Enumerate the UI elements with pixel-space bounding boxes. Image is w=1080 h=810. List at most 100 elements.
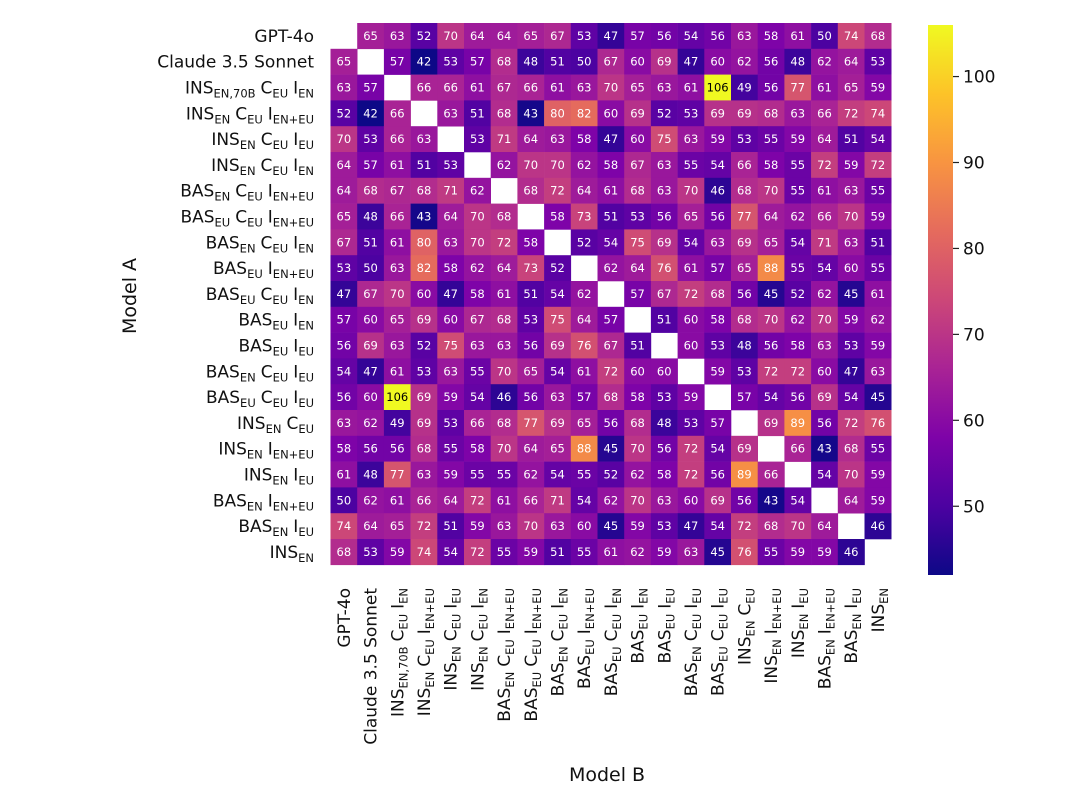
cell-value-label: 72 — [737, 519, 752, 533]
cell-value-label: 60 — [604, 106, 619, 120]
cell-value-label: 53 — [657, 390, 672, 404]
cell-value-label: 63 — [417, 468, 432, 482]
heatmap-cell — [624, 74, 652, 101]
cell-value-label: 62 — [363, 493, 378, 507]
cell-value-label: 60 — [630, 132, 645, 146]
heatmap-cell — [731, 126, 758, 153]
heatmap-cell — [437, 539, 465, 566]
heatmap-cell — [544, 384, 572, 411]
cell-value-label: 55 — [871, 442, 886, 456]
cell-value-label: 68 — [497, 416, 512, 430]
heatmap-cell — [624, 126, 652, 153]
heatmap-cell — [383, 100, 411, 127]
heatmap-cell — [464, 74, 491, 101]
cell-value-label: 72 — [417, 519, 432, 533]
cell-value-label: 62 — [630, 545, 645, 559]
cell-value-label: 45 — [604, 519, 619, 533]
heatmap-cell — [784, 203, 812, 230]
heatmap-cell — [624, 100, 652, 127]
cell-value-label: 63 — [844, 235, 859, 249]
heatmap-cell — [650, 539, 678, 566]
heatmap-cell — [677, 255, 705, 282]
cell-value-label: 63 — [390, 261, 405, 275]
cell-value-label: 72 — [684, 442, 699, 456]
cell-value-label: 47 — [443, 287, 458, 301]
heatmap-cell — [357, 74, 385, 101]
cell-value-label: 80 — [550, 106, 565, 120]
heatmap-cell — [383, 384, 411, 411]
cell-value-label: 59 — [684, 390, 699, 404]
heatmap-cell — [731, 74, 758, 101]
heatmap-cells: 65 63 52 70 64 64 65 67 53 47 57 56 54 56 63 58 61 50 74 68… — [330, 23, 892, 566]
heatmap-cell — [544, 152, 572, 179]
cell-value-label: 66 — [390, 132, 405, 146]
cell-value-label: 61 — [390, 364, 405, 378]
heatmap-cell — [784, 23, 812, 50]
cell-value-label: 69 — [417, 390, 432, 404]
cell-value-label: 61 — [550, 81, 565, 95]
cell-value-label: 54 — [844, 390, 859, 404]
heatmap-cell — [383, 203, 411, 230]
cell-value-label: 58 — [604, 158, 619, 172]
heatmap-cell — [624, 487, 652, 514]
heatmap-cell — [517, 23, 545, 50]
cell-value-label: 53 — [337, 261, 352, 275]
heatmap-cell — [330, 177, 358, 204]
heatmap-cell — [330, 48, 358, 75]
cell-value-label: 62 — [817, 55, 832, 69]
cell-value-label: 63 — [657, 81, 672, 95]
cell-value-label: 72 — [470, 545, 485, 559]
heatmap-cell — [837, 384, 865, 411]
cell-value-label: 60 — [630, 55, 645, 69]
cell-value-label: 59 — [470, 519, 485, 533]
heatmap-cell — [410, 306, 438, 333]
cell-value-label: 55 — [764, 545, 779, 559]
heatmap-cell — [624, 384, 652, 411]
column-label: INSEN​IEN+EU​ — [762, 588, 784, 684]
heatmap-cell — [837, 152, 865, 179]
cell-value-label: 55 — [470, 364, 485, 378]
cell-value-label: 61 — [817, 184, 832, 198]
heatmap-cell — [410, 203, 438, 230]
cell-value-label: 73 — [523, 261, 538, 275]
cell-value-label: 63 — [790, 106, 805, 120]
cell-value-label: 70 — [790, 519, 805, 533]
heatmap-cell — [624, 23, 652, 50]
heatmap-cell — [544, 100, 572, 127]
colorbar — [928, 25, 953, 575]
cell-value-label: 61 — [684, 261, 699, 275]
heatmap-cell — [624, 229, 652, 256]
heatmap-cell — [517, 126, 545, 153]
heatmap-cell — [650, 203, 678, 230]
cell-value-label: 75 — [550, 313, 565, 327]
heatmap-cell — [864, 48, 892, 75]
cell-value-label: 63 — [737, 29, 752, 43]
row-label: BASEN​IEN+EU​ — [213, 491, 314, 513]
heatmap-cell — [464, 177, 491, 204]
heatmap-cell — [330, 306, 358, 333]
cell-value-label: 59 — [871, 468, 886, 482]
heatmap-cell — [731, 384, 758, 411]
cell-value-label: 68 — [337, 545, 352, 559]
heatmap-cell — [410, 384, 438, 411]
cell-value-label: 65 — [363, 29, 378, 43]
heatmap-cell — [464, 461, 491, 488]
cell-value-label: 63 — [817, 339, 832, 353]
cell-value-label: 67 — [550, 29, 565, 43]
cell-value-label: 63 — [657, 493, 672, 507]
cell-value-label: 65 — [337, 210, 352, 224]
heatmap-cell — [410, 74, 438, 101]
heatmap-cell — [677, 152, 705, 179]
heatmap-cell — [784, 332, 812, 359]
cell-value-label: 62 — [871, 313, 886, 327]
heatmap-cell — [490, 203, 518, 230]
heatmap-cell — [731, 255, 758, 282]
cell-value-label: 72 — [684, 287, 699, 301]
cell-value-label: 60 — [710, 55, 725, 69]
cell-value-label: 48 — [523, 55, 538, 69]
heatmap-cell — [464, 100, 491, 127]
cell-value-label: 62 — [577, 287, 592, 301]
cell-value-label: 63 — [417, 132, 432, 146]
heatmap-cell — [837, 358, 865, 385]
cell-value-label: 57 — [337, 313, 352, 327]
